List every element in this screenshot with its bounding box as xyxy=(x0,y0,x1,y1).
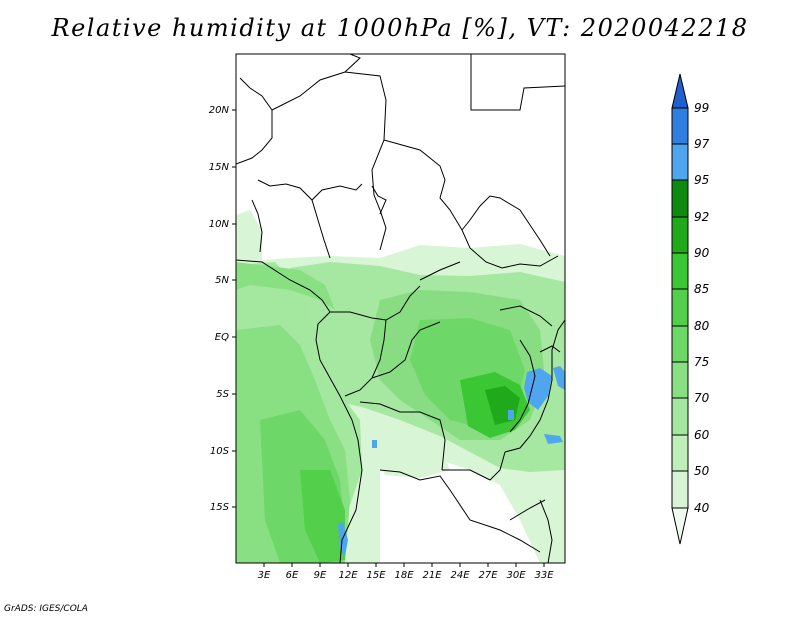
map-frame xyxy=(235,53,566,564)
country-borders xyxy=(236,54,565,563)
lat-label: 15S xyxy=(210,502,230,513)
lat-label: 10N xyxy=(209,219,230,230)
colorbar-label: 40 xyxy=(694,501,710,515)
colorbar-label: 85 xyxy=(694,282,709,296)
lat-label: EQ xyxy=(215,332,229,343)
colorbar-label: 70 xyxy=(694,391,710,405)
colorbar-segment xyxy=(671,434,689,472)
colorbar-segment xyxy=(671,107,689,145)
lon-label: 24E xyxy=(450,570,470,581)
colorbar-segment xyxy=(671,325,689,363)
lon-label: 9E xyxy=(314,570,327,581)
colorbar-label: 60 xyxy=(694,428,710,442)
lat-label: 10S xyxy=(210,446,230,457)
colorbar-segment xyxy=(671,179,689,218)
colorbar-bottom-arrow xyxy=(671,507,689,545)
colorbar-segment xyxy=(671,216,689,254)
colorbar-segment xyxy=(671,288,689,327)
colorbar-segment xyxy=(671,143,689,181)
colorbar-label: 92 xyxy=(694,210,709,224)
map-title: Relative humidity at 1000hPa [%], VT: 20… xyxy=(51,14,749,42)
credit-text: GrADS: IGES/COLA xyxy=(4,604,88,614)
lat-axis: 20N 15N 10N 5N EQ 5S 10S 15S xyxy=(209,105,236,513)
lat-label: 5N xyxy=(215,275,229,286)
colorbar-label: 50 xyxy=(694,464,710,478)
colorbar-segment xyxy=(671,361,689,399)
lon-label: 3E xyxy=(258,570,271,581)
colorbar-segment xyxy=(671,397,689,436)
lon-label: 21E xyxy=(422,570,442,581)
lon-label: 33E xyxy=(534,570,554,581)
lon-label: 6E xyxy=(286,570,299,581)
colorbar-label: 95 xyxy=(694,173,709,187)
lon-label: 27E xyxy=(478,570,498,581)
lat-label: 20N xyxy=(209,105,230,116)
lon-label: 12E xyxy=(338,570,358,581)
lon-label: 30E xyxy=(506,570,526,581)
colorbar: 99 97 95 92 90 85 80 75 70 60 50 40 xyxy=(671,73,710,545)
colorbar-top-arrow xyxy=(671,73,689,109)
colorbar-label: 97 xyxy=(694,137,710,151)
colorbar-label: 80 xyxy=(694,319,710,333)
lon-label: 18E xyxy=(394,570,414,581)
colorbar-label: 90 xyxy=(694,246,710,260)
colorbar-segment xyxy=(671,470,689,509)
lon-axis: 3E 6E 9E 12E 15E 18E 21E 24E 27E 30E 33E xyxy=(258,563,554,581)
colorbar-segment xyxy=(671,252,689,290)
humidity-field xyxy=(236,54,565,563)
colorbar-label: 99 xyxy=(694,101,709,115)
colorbar-label: 75 xyxy=(694,355,709,369)
lon-label: 15E xyxy=(366,570,386,581)
lat-label: 15N xyxy=(209,162,230,173)
lat-label: 5S xyxy=(216,389,229,400)
